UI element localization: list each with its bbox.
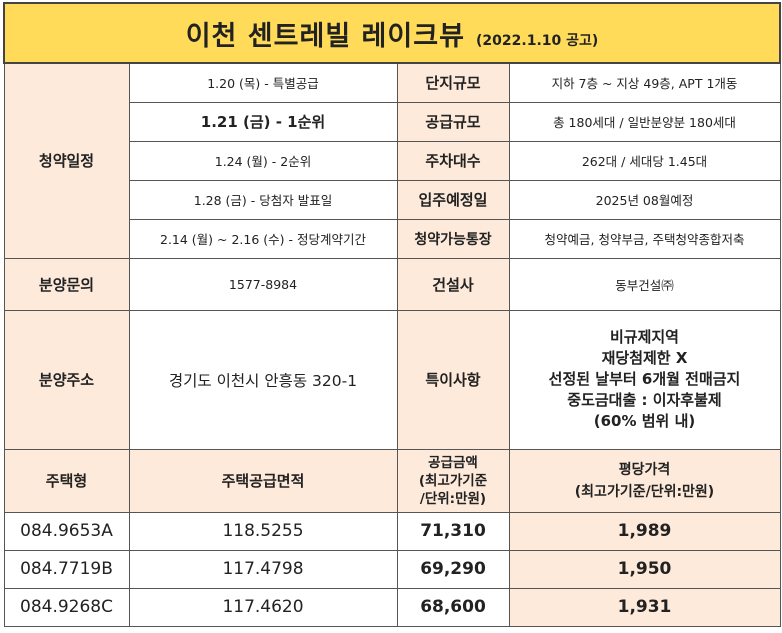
special-note: 선정된 날부터 6개월 전매금지 — [548, 370, 741, 388]
table-row: 084.7719B 117.4798 69,290 1,950 — [3, 549, 781, 589]
schedule-item: 2.14 (월) ~ 2.16 (수) - 정당계약기간 — [128, 218, 398, 259]
page-title: 이천 센트레빌 레이크뷰 — [185, 20, 465, 52]
supply-area: 117.4620 — [128, 587, 398, 627]
price-header-row: 주택형 주택공급면적 공급금액 (최고가기준 /단위:만원) 평당가격 (최고가… — [3, 448, 781, 513]
address-value: 경기도 이천시 안흥동 320-1 — [128, 309, 398, 450]
unit-type: 084.9268C — [3, 587, 130, 627]
unit-type: 084.7719B — [3, 549, 130, 589]
scale-label: 단지규모 — [396, 62, 510, 103]
special-label: 특이사항 — [396, 309, 510, 450]
price-per-pyeong: 1,989 — [508, 511, 781, 551]
inquiry-label: 분양문의 — [3, 257, 130, 311]
announcement-date: (2022.1.10 공고) — [476, 32, 599, 49]
account-value: 청약예금, 청약부금, 주택청약종합저축 — [508, 218, 781, 259]
supply-area: 118.5255 — [128, 511, 398, 551]
schedule-item: 1.20 (목) - 특별공급 — [128, 62, 398, 103]
col-header-per-pyeong: 평당가격 (최고가기준/단위:만원) — [508, 448, 781, 513]
schedule-item: 1.24 (월) - 2순위 — [128, 140, 398, 181]
price-per-pyeong: 1,950 — [508, 549, 781, 589]
supply-scale-label: 공급규모 — [396, 101, 510, 142]
col-header-type: 주택형 — [3, 448, 130, 513]
schedule-item: 1.28 (금) - 당첨자 발표일 — [128, 179, 398, 220]
supply-price: 69,290 — [396, 549, 510, 589]
parking-label: 주차대수 — [396, 140, 510, 181]
special-notes: 비규제지역 재당첨제한 X 선정된 날부터 6개월 전매금지 중도금대출 : 이… — [508, 309, 781, 450]
supply-price: 68,600 — [396, 587, 510, 627]
move-in-value: 2025년 08월예정 — [508, 179, 781, 220]
col-header-price: 공급금액 (최고가기준 /단위:만원) — [396, 448, 510, 513]
address-label: 분양주소 — [3, 309, 130, 450]
parking-value: 262대 / 세대당 1.45대 — [508, 140, 781, 181]
schedule-label: 청약일정 — [3, 62, 130, 259]
schedule-item-first-priority: 1.21 (금) - 1순위 — [128, 101, 398, 142]
unit-type: 084.9653A — [3, 511, 130, 551]
apartment-info-sheet: 이천 센트레빌 레이크뷰 (2022.1.10 공고) 청약일정 1.20 (목… — [3, 2, 781, 629]
table-row: 084.9653A 118.5255 71,310 1,989 — [3, 511, 781, 551]
col-header-area: 주택공급면적 — [128, 448, 398, 513]
supply-area: 117.4798 — [128, 549, 398, 589]
account-label: 청약가능통장 — [396, 218, 510, 259]
supply-price: 71,310 — [396, 511, 510, 551]
table-row: 084.9268C 117.4620 68,600 1,931 — [3, 587, 781, 627]
title-banner: 이천 센트레빌 레이크뷰 (2022.1.10 공고) — [3, 2, 781, 64]
inquiry-phone: 1577-8984 — [128, 257, 398, 311]
builder-value: 동부건설㈜ — [508, 257, 781, 311]
special-note: (60% 범위 내) — [593, 412, 696, 430]
info-table: 이천 센트레빌 레이크뷰 (2022.1.10 공고) 청약일정 1.20 (목… — [3, 2, 781, 627]
builder-label: 건설사 — [396, 257, 510, 311]
special-note: 중도금대출 : 이자후불제 — [567, 391, 722, 409]
special-note: 재당첨제한 X — [601, 349, 688, 367]
supply-scale-value: 총 180세대 / 일반분양분 180세대 — [508, 101, 781, 142]
special-note: 비규제지역 — [609, 328, 679, 346]
scale-value: 지하 7층 ~ 지상 49층, APT 1개동 — [508, 62, 781, 103]
move-in-label: 입주예정일 — [396, 179, 510, 220]
price-per-pyeong: 1,931 — [508, 587, 781, 627]
